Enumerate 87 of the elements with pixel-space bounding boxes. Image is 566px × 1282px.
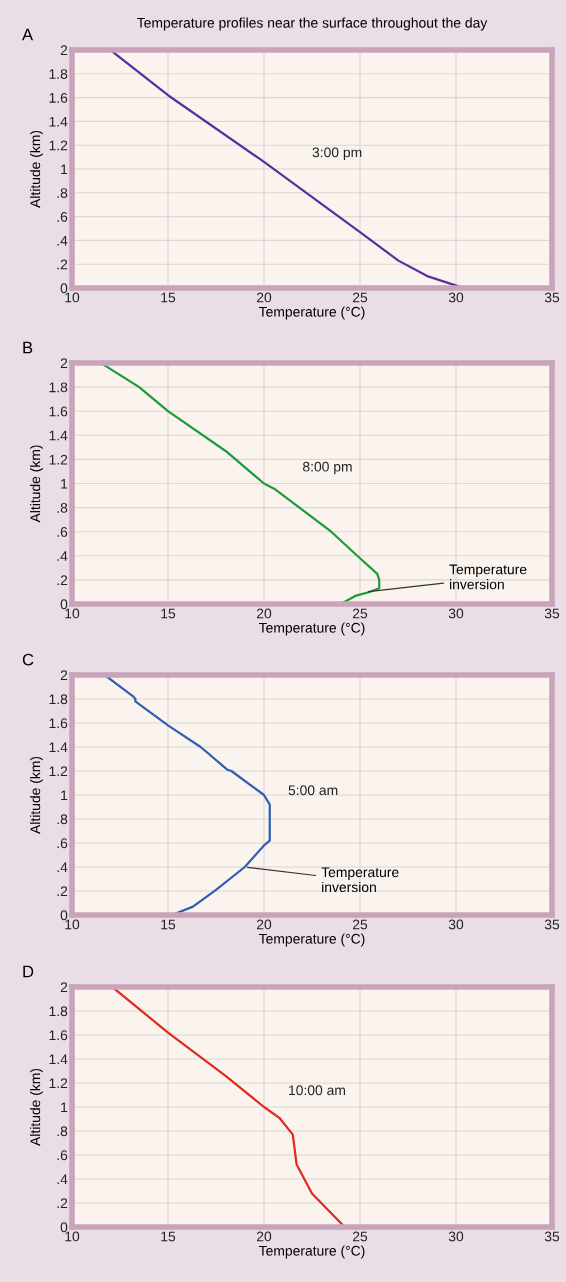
y-tick-label: 1.2 (49, 140, 68, 151)
y-tick-label: 1 (61, 1102, 68, 1113)
y-tick-label: 1.6 (49, 1030, 68, 1041)
x-tick-label: 35 (544, 1231, 560, 1242)
series-label: 5:00 am (288, 785, 338, 796)
x-tick-label: 10 (65, 919, 80, 930)
y-tick-label: .8 (57, 814, 68, 825)
y-tick-label: .6 (57, 527, 68, 537)
series-label: 10:00 am (289, 1085, 345, 1096)
x-tick-label: 20 (256, 608, 272, 619)
x-tick-label: 35 (544, 608, 560, 619)
x-tick-label: 30 (448, 608, 464, 619)
x-tick-label: 25 (352, 919, 368, 930)
y-tick-label: 1.4 (49, 1054, 68, 1065)
text: 3:00 pm (312, 147, 362, 160)
x-tick-label: 15 (161, 292, 176, 303)
y-tick-label: .4 (57, 235, 68, 246)
y-tick-label: .2 (57, 259, 68, 270)
x-tick-label: 30 (448, 292, 464, 303)
x-axis-title: Temperature (°C) (258, 1245, 365, 1259)
y-tick-label: 1.2 (49, 1078, 68, 1089)
y-tick-label: 1 (61, 790, 68, 801)
x-tick-label: 20 (256, 1231, 272, 1242)
annotation: Temperature inversion (321, 867, 399, 893)
y-tick-label: 1.4 (49, 430, 68, 441)
y-axis-title: Altitude (km) (30, 445, 43, 523)
x-tick-label: 15 (161, 919, 176, 930)
chart-subtitle: D (23, 965, 34, 978)
y-tick-label: 1.6 (49, 406, 68, 417)
y-tick-label: 1.4 (49, 116, 68, 127)
y-tick-label: 1.6 (49, 92, 68, 103)
x-tick-label: 10 (65, 1231, 80, 1242)
y-tick-label: .8 (57, 502, 68, 513)
y-axis-title: Altitude (km) (30, 1068, 43, 1146)
x-tick-label: 25 (352, 292, 368, 303)
y-tick-label: .8 (57, 188, 68, 198)
y-tick-label: .2 (57, 886, 68, 897)
y-axis-title: Altitude (km) (30, 756, 43, 834)
x-tick-label: 10 (65, 608, 80, 619)
y-tick-label: 1.2 (49, 766, 68, 777)
y-tick-label: 1.8 (49, 1006, 68, 1017)
y-tick-label: 1 (61, 164, 68, 175)
x-tick-label: 15 (161, 608, 176, 619)
chart-subtitle: A (22, 28, 34, 41)
y-tick-label: 0 (60, 283, 68, 294)
y-tick-label: 1.4 (49, 742, 68, 753)
y-tick-label: 1.8 (49, 69, 68, 79)
y-tick-label: .4 (57, 1174, 68, 1185)
x-axis-title: Temperature (°C) (258, 933, 365, 947)
y-tick-label: 0 (60, 1222, 68, 1233)
y-tick-label: .6 (57, 211, 68, 222)
annotation: Temperature inversion (449, 564, 527, 590)
y-tick-label: 1.2 (49, 454, 68, 465)
x-axis-title: Temperature (°C) (258, 306, 365, 320)
y-tick-label: 2 (60, 982, 68, 993)
y-tick-label: .8 (57, 1126, 68, 1137)
y-tick-label: .4 (57, 862, 68, 873)
y-tick-label: 1 (61, 478, 68, 489)
x-tick-label: 35 (544, 919, 560, 930)
chart-subtitle: B (23, 341, 33, 354)
y-tick-label: 1.8 (49, 694, 68, 705)
y-tick-label: 2 (60, 358, 68, 369)
y-tick-label: .6 (57, 1150, 68, 1161)
x-tick-label: 15 (161, 1231, 176, 1242)
x-tick-label: 25 (352, 1231, 368, 1242)
y-tick-label: .4 (57, 551, 68, 561)
x-tick-label: 30 (448, 1231, 464, 1242)
x-tick-label: 20 (256, 292, 272, 303)
x-tick-label: 25 (352, 608, 368, 619)
y-tick-label: 1.8 (49, 382, 68, 393)
x-tick-label: 35 (544, 292, 560, 303)
x-tick-label: 20 (256, 919, 272, 930)
y-tick-label: 2 (60, 670, 68, 681)
y-tick-label: .6 (57, 838, 68, 849)
y-tick-label: .2 (57, 1198, 68, 1209)
y-axis-title: Altitude (km) (30, 130, 43, 208)
text: 8:00 pm (303, 461, 352, 475)
chart-title: Temperature profiles near the surface throughout the day (137, 17, 488, 31)
y-tick-label: .2 (57, 575, 68, 585)
x-axis-title: Temperature (°C) (258, 622, 365, 636)
y-tick-label: 0 (60, 910, 68, 921)
y-tick-label: 1.6 (49, 718, 68, 729)
x-tick-label: 30 (448, 919, 464, 930)
y-tick-label: 0 (60, 599, 68, 610)
y-tick-label: 2 (60, 45, 68, 56)
chart-subtitle: C (22, 653, 34, 666)
x-tick-label: 10 (65, 292, 80, 303)
